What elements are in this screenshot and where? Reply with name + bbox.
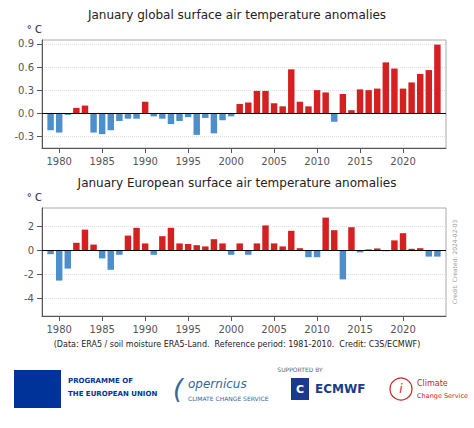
svg-text:1990: 1990: [132, 324, 157, 335]
svg-text:° C: ° C: [27, 192, 42, 203]
svg-text:0.3: 0.3: [18, 85, 34, 96]
svg-text:1985: 1985: [89, 156, 114, 167]
svg-text:(: (: [173, 374, 185, 404]
svg-text:0.6: 0.6: [18, 62, 34, 73]
svg-text:1980: 1980: [46, 324, 71, 335]
svg-text:-0.3: -0.3: [14, 131, 34, 142]
svg-text:1990: 1990: [132, 156, 157, 167]
svg-text:1985: 1985: [89, 324, 114, 335]
svg-text:2005: 2005: [261, 156, 286, 167]
svg-text:SUPPORTED BY: SUPPORTED BY: [277, 366, 323, 373]
svg-text:THE EUROPEAN UNION: THE EUROPEAN UNION: [68, 390, 157, 398]
svg-text:2015: 2015: [347, 156, 372, 167]
svg-text:2010: 2010: [304, 324, 329, 335]
svg-text:2005: 2005: [261, 324, 286, 335]
svg-text:CLIMATE CHANGE SERVICE: CLIMATE CHANGE SERVICE: [188, 395, 269, 402]
svg-text:C: C: [296, 383, 304, 396]
svg-text:1995: 1995: [175, 156, 200, 167]
svg-text:i: i: [399, 382, 403, 396]
svg-text:1995: 1995: [175, 324, 200, 335]
svg-text:(Data: ERA5 / soil moisture ER: (Data: ERA5 / soil moisture ERA5-Land. R…: [54, 340, 421, 349]
svg-text:Credit: Created: 2024-02-03: Credit: Created: 2024-02-03: [451, 220, 458, 305]
svg-text:0: 0: [28, 245, 34, 256]
svg-text:2015: 2015: [347, 324, 372, 335]
svg-text:PROGRAMME OF: PROGRAMME OF: [68, 377, 133, 385]
svg-text:-4: -4: [24, 293, 34, 304]
svg-text:2000: 2000: [218, 324, 243, 335]
svg-text:2: 2: [28, 221, 34, 232]
svg-text:Climate: Climate: [417, 379, 448, 388]
svg-text:2020: 2020: [390, 156, 415, 167]
svg-text:2010: 2010: [304, 156, 329, 167]
svg-text:January global surface air tem: January global surface air temperature a…: [87, 8, 386, 22]
svg-text:Change Service: Change Service: [417, 392, 468, 400]
svg-text:January European surface air t: January European surface air temperature…: [77, 176, 397, 190]
svg-text:-2: -2: [24, 269, 34, 280]
svg-text:1980: 1980: [46, 156, 71, 167]
svg-text:ECMWF: ECMWF: [315, 382, 365, 396]
svg-text:2020: 2020: [390, 324, 415, 335]
svg-text:opernicus: opernicus: [188, 377, 247, 391]
svg-text:0.9: 0.9: [18, 38, 34, 49]
svg-text:2000: 2000: [218, 156, 243, 167]
svg-text:° C: ° C: [27, 24, 42, 35]
svg-text:0.0: 0.0: [18, 108, 34, 119]
